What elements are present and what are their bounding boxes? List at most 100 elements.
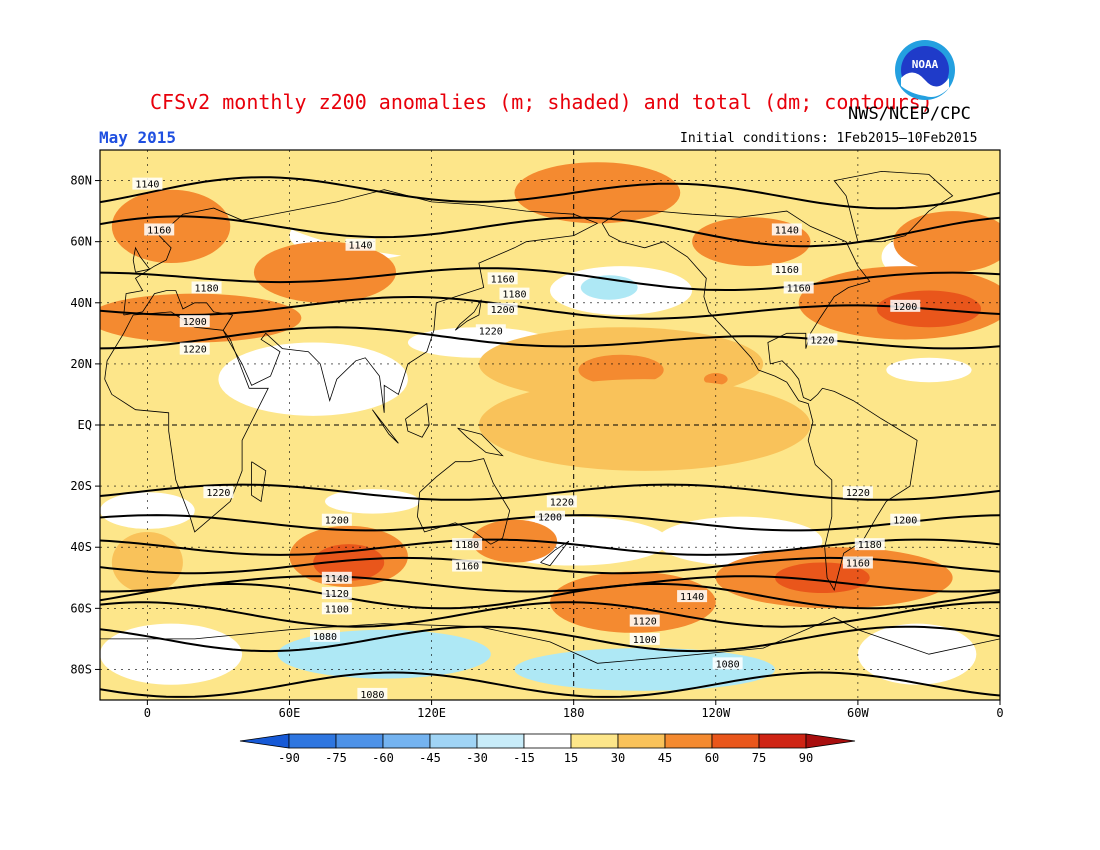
contour-label: 1080	[313, 632, 337, 643]
height-contour-line	[100, 267, 1000, 291]
contour-label: 1120	[325, 589, 349, 600]
noaa-logo-text: NOAA	[912, 58, 939, 71]
negative-anomaly-region	[277, 629, 491, 679]
contour-label-bg	[452, 559, 483, 572]
positive-anomaly-region	[775, 562, 870, 594]
contour-label: 1140	[135, 180, 159, 191]
positive-anomaly-region	[703, 373, 728, 386]
height-contour-line	[100, 326, 1000, 350]
contour-label-bg	[842, 486, 873, 499]
latitude-tick-label: 20N	[70, 357, 92, 371]
latitude-tick-label: 80S	[70, 662, 92, 676]
longitude-tick-label: 60E	[279, 706, 301, 720]
contour-label-bg	[771, 263, 802, 276]
longitude-tick-label: 180	[563, 706, 585, 720]
longitude-tick-label: 60W	[847, 706, 869, 720]
positive-anomaly-region	[514, 162, 681, 224]
contour-label-bg	[357, 687, 388, 700]
color-scale-bar: -90 -75 -60 -45 -30 -15 15 30 45 60 75 90	[239, 733, 856, 765]
contour-label-bg	[310, 629, 340, 642]
contour-label-bg	[321, 513, 352, 526]
contour-label: 1220	[183, 345, 207, 356]
height-contour-line	[100, 483, 1000, 501]
latitude-tick-label: 20S	[70, 479, 92, 493]
contour-label: 1200	[538, 513, 562, 524]
contour-label-bg	[345, 238, 376, 251]
contour-label-bg	[321, 602, 352, 615]
contour-label: 1080	[716, 659, 740, 670]
colorbar-label: 60	[705, 751, 719, 765]
contour-label-bg	[535, 510, 565, 523]
contour-label: 1180	[502, 290, 526, 301]
contour-label: 1160	[787, 284, 811, 295]
noaa-logo: NOAA	[895, 40, 955, 100]
contour-label: 1180	[195, 284, 219, 295]
negative-anomaly-layer	[277, 275, 775, 691]
neutral-anomaly-region	[325, 489, 420, 514]
contour-label: 1220	[550, 497, 574, 508]
colorbar-segment	[429, 733, 478, 749]
coastline	[833, 170, 954, 243]
positive-anomaly-region	[253, 241, 397, 303]
colorbar-segment	[335, 733, 384, 749]
height-contour-line	[100, 176, 1000, 210]
contour-label-bg	[452, 538, 483, 551]
coastline	[454, 299, 482, 331]
colorbar-segment	[382, 733, 431, 749]
neutral-anomaly-region	[886, 357, 972, 383]
contour-label-bg	[487, 272, 518, 285]
positive-anomaly-region	[550, 571, 716, 633]
contour-label-bg	[321, 587, 352, 600]
negative-anomaly-region	[514, 648, 775, 691]
coastline	[540, 540, 570, 567]
longitude-tick-label: 120E	[417, 706, 446, 720]
contour-label: 1080	[360, 690, 384, 701]
contour-label: 1140	[348, 241, 372, 252]
colorbar-label: -30	[466, 751, 488, 765]
contour-label: 1160	[455, 562, 479, 573]
contour-label-bg	[179, 315, 210, 328]
coastline	[123, 189, 599, 413]
latitude-ticks: 80N 60N 40N 20N EQ 20S 40S 60S 80S	[70, 174, 100, 676]
contour-label: 1140	[680, 592, 704, 603]
neutral-anomaly-region	[100, 492, 195, 529]
coastline	[405, 402, 430, 438]
coastline	[601, 210, 918, 592]
colorbar-label: -60	[372, 751, 394, 765]
contour-label: 1160	[491, 274, 515, 285]
initial-conditions: Initial conditions: 1Feb2015–10Feb2015	[680, 131, 978, 146]
coastline	[372, 409, 399, 444]
contour-label-bg	[179, 342, 210, 355]
contour-label-bg	[677, 590, 708, 603]
contour-label-bg	[629, 632, 660, 645]
latitude-tick-label: 60N	[70, 235, 92, 249]
latitude-tick-label: 40S	[70, 540, 92, 554]
contour-label: 1160	[846, 559, 870, 570]
colorbar-label: 75	[752, 751, 766, 765]
positive-anomaly-region	[893, 211, 1000, 273]
colorbar-segment	[288, 733, 337, 749]
contour-label: 1220	[810, 335, 834, 346]
neutral-anomaly-region	[857, 623, 977, 685]
contour-label-bg	[854, 538, 885, 551]
contour-label-bg	[546, 495, 577, 508]
contour-label-bg	[842, 556, 873, 569]
colorbar-label: -90	[278, 751, 300, 765]
neutral-anomaly-region	[218, 342, 408, 416]
contour-label-bg	[807, 333, 838, 346]
height-contour-line	[100, 671, 1000, 698]
contour-label-bg	[783, 281, 814, 294]
height-contour-line	[100, 575, 1000, 593]
colorbar-label: 15	[564, 751, 578, 765]
contour-label: 1180	[858, 540, 882, 551]
colorbar-label: -75	[325, 751, 347, 765]
contour-label-bg	[144, 223, 175, 236]
latitude-tick-label: 80N	[70, 174, 92, 188]
contour-label: 1100	[633, 635, 657, 646]
colorbar-segment	[523, 733, 572, 749]
gridlines	[100, 150, 1000, 700]
latitude-tick-label: 40N	[70, 296, 92, 310]
contour-label: 1200	[325, 516, 349, 527]
colorbar-segment	[711, 733, 760, 749]
contour-label-bg	[629, 614, 660, 627]
